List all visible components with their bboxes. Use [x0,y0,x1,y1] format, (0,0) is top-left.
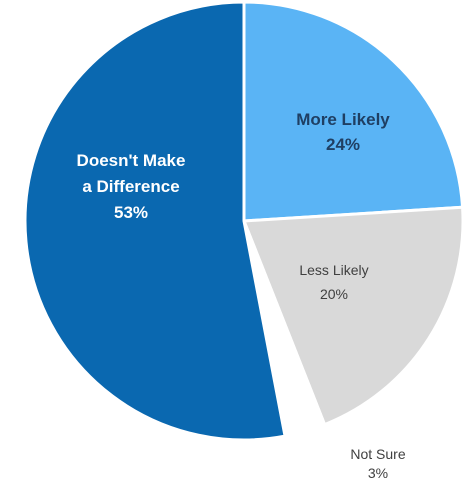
slice-label-doesnt-make-difference-line1: Doesn't Make [77,151,186,170]
pie-slices [23,0,465,442]
pie-labels: More Likely 24% Less Likely 20% Not Sure… [77,110,406,481]
slice-value-doesnt-make-difference: 53% [114,203,148,222]
slice-label-less-likely: Less Likely [299,262,368,278]
slice-label-more-likely: More Likely [296,110,390,129]
slice-value-not-sure: 3% [368,465,388,481]
pie-slice-doesn-t-make-a-difference [23,0,287,442]
pie-slice-less-likely [241,205,465,427]
slice-value-more-likely: 24% [326,135,360,154]
slice-label-not-sure: Not Sure [350,446,405,462]
slice-value-less-likely: 20% [320,286,348,302]
slice-label-doesnt-make-difference-line2: a Difference [82,177,179,196]
pie-slice-more-likely [242,0,465,223]
